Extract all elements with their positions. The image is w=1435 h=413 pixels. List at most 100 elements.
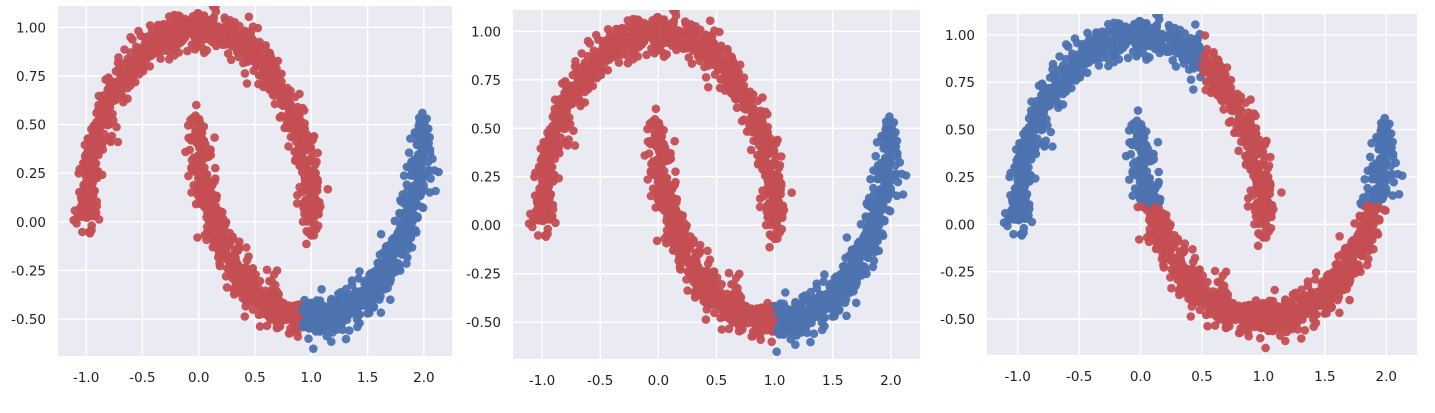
data-point-blue: [1048, 142, 1057, 151]
data-point-red: [735, 319, 745, 329]
data-point-red: [284, 329, 294, 338]
data-point-red: [709, 300, 718, 309]
data-point-red: [262, 55, 271, 64]
data-point-red: [177, 18, 186, 28]
data-point-red: [700, 62, 709, 72]
data-point-blue: [302, 303, 312, 312]
data-point-blue: [878, 203, 887, 212]
data-point-blue: [791, 299, 800, 309]
data-point-blue: [809, 329, 819, 339]
data-point-blue: [393, 259, 403, 268]
data-point-red: [689, 31, 698, 40]
data-point-red: [754, 135, 763, 145]
data-point-red: [112, 79, 121, 88]
data-point-red: [703, 246, 712, 256]
x-tick-label: -0.5: [129, 370, 155, 386]
data-point-red: [557, 106, 567, 115]
data-point-red: [714, 48, 723, 57]
data-points: [524, 10, 911, 357]
data-point-red: [264, 81, 274, 90]
data-point-blue: [373, 258, 382, 268]
data-point-blue: [396, 218, 406, 228]
data-point-red: [211, 163, 220, 173]
data-point-blue: [418, 154, 428, 164]
data-point-blue: [356, 286, 366, 296]
data-point-blue: [399, 241, 409, 251]
data-point-red: [126, 32, 135, 42]
data-point-red: [78, 227, 87, 237]
data-point-red: [307, 197, 317, 206]
data-point-red: [271, 294, 281, 304]
data-point-red: [122, 79, 131, 89]
data-point-red: [247, 296, 257, 306]
data-point-blue: [893, 177, 903, 187]
data-point-red: [662, 10, 665, 11]
data-point-red: [681, 242, 691, 252]
data-point-red: [291, 132, 301, 141]
data-point-red: [747, 332, 756, 341]
data-point-red: [306, 167, 315, 176]
data-point-blue: [886, 145, 895, 155]
x-tick-label: -1.0: [73, 370, 99, 386]
data-point-red: [295, 182, 304, 192]
data-point-red: [727, 52, 737, 62]
data-point-red: [717, 325, 727, 334]
data-point-red: [705, 292, 715, 301]
data-point-red: [302, 239, 311, 249]
data-point-red: [648, 184, 658, 193]
data-point-red: [763, 204, 772, 214]
data-point-blue: [1189, 85, 1198, 94]
y-tick-labels: 1.000.750.500.250.00-0.25-0.50: [466, 24, 501, 331]
data-point-blue: [886, 134, 896, 144]
data-point-red: [226, 268, 235, 278]
data-point-red: [664, 38, 674, 47]
data-point-red: [242, 79, 252, 88]
data-point-blue: [812, 279, 821, 289]
data-point-red: [691, 42, 701, 52]
y-tick-labels: 1.000.750.500.250.00-0.25-0.50: [11, 20, 46, 328]
data-point-red: [566, 93, 575, 102]
data-point-red: [240, 69, 250, 78]
data-point-blue: [831, 285, 841, 294]
data-point-blue: [326, 296, 336, 306]
data-point-blue: [820, 270, 829, 279]
data-point-red: [704, 82, 713, 92]
data-point-red: [308, 186, 318, 195]
data-point-red: [723, 44, 732, 54]
data-point-blue: [361, 276, 371, 285]
data-point-red: [641, 28, 650, 38]
data-point-red: [755, 116, 765, 126]
data-point-blue: [772, 347, 781, 357]
data-point-red: [655, 166, 664, 175]
data-point-blue: [856, 220, 866, 229]
data-point-red: [192, 100, 201, 110]
data-point-red: [545, 155, 555, 165]
data-point-red: [194, 114, 204, 124]
data-point-red: [710, 308, 719, 318]
y-tick-label: 0.25: [471, 170, 501, 186]
data-point-red: [101, 102, 110, 111]
data-point-red: [215, 234, 224, 243]
data-point-red: [730, 306, 739, 316]
data-point-red: [116, 71, 125, 81]
data-point-red: [154, 26, 164, 35]
data-point-red: [771, 200, 780, 210]
x-tick-label: 0.5: [244, 370, 265, 386]
data-point-red: [765, 230, 775, 239]
data-point-blue: [878, 231, 888, 240]
data-point-blue: [347, 276, 357, 285]
data-point-red: [221, 15, 230, 25]
data-point-blue: [791, 340, 800, 350]
data-point-blue: [852, 261, 861, 271]
data-point-red: [230, 256, 240, 266]
data-point-red: [235, 237, 244, 246]
data-point-red: [1134, 235, 1144, 244]
data-point-red: [739, 115, 749, 124]
data-point-red: [323, 184, 333, 194]
data-point-red: [767, 337, 776, 347]
data-point-red: [204, 34, 214, 43]
data-point-red: [538, 202, 548, 211]
data-point-red: [665, 19, 675, 29]
data-point-red: [560, 98, 570, 108]
data-point-blue: [882, 183, 892, 192]
